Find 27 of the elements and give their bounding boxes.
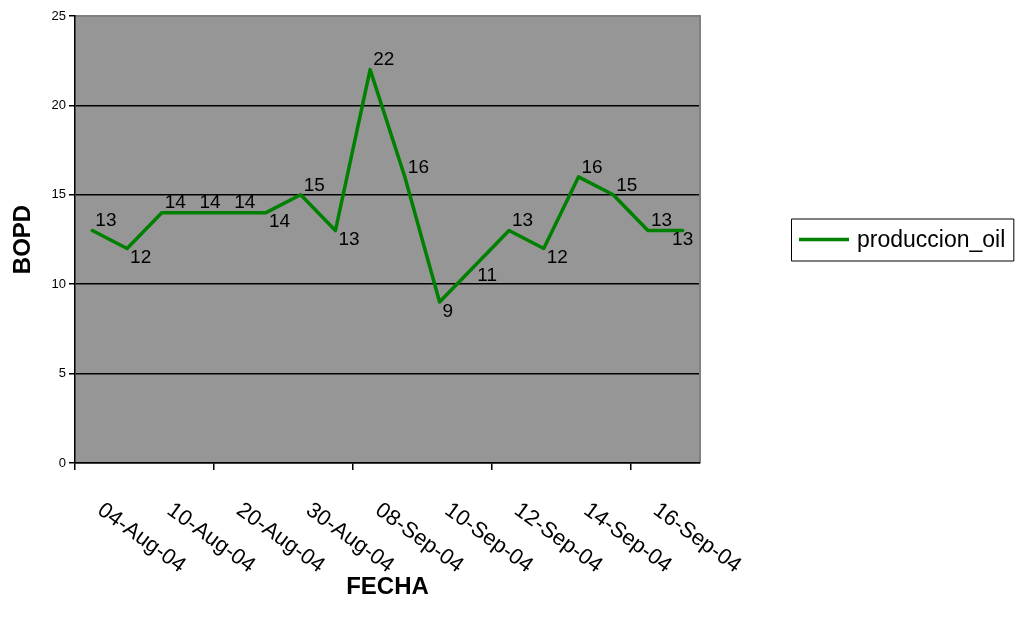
data-label: 16: [407, 155, 429, 177]
data-label: 22: [373, 48, 395, 70]
data-label: 13: [672, 228, 694, 250]
x-axis-title: FECHA: [346, 572, 429, 600]
y-tick-label: 10: [51, 275, 66, 291]
data-label: 14: [234, 191, 256, 213]
data-label: 9: [442, 299, 454, 321]
data-label: 13: [512, 209, 534, 231]
y-axis-title: BOPD: [8, 204, 36, 275]
data-label: 13: [338, 228, 360, 250]
data-label: 13: [650, 209, 673, 231]
y-tick-label: 0: [58, 454, 66, 470]
data-label: 16: [581, 155, 603, 177]
y-tick-label: 15: [51, 186, 66, 202]
data-label: 15: [616, 173, 638, 195]
data-label: 14: [268, 210, 291, 232]
legend-label: produccion_oil: [857, 225, 1006, 252]
data-label: 15: [303, 173, 325, 195]
y-tick-label: 20: [51, 96, 66, 112]
y-tick-label: 5: [58, 365, 66, 381]
data-label: 12: [130, 246, 152, 268]
y-tick-label: 25: [51, 7, 66, 23]
data-label: 12: [546, 246, 568, 268]
data-label: 14: [164, 191, 187, 213]
data-label: 11: [477, 264, 498, 286]
data-label: 13: [95, 209, 117, 231]
data-label: 14: [199, 191, 222, 213]
